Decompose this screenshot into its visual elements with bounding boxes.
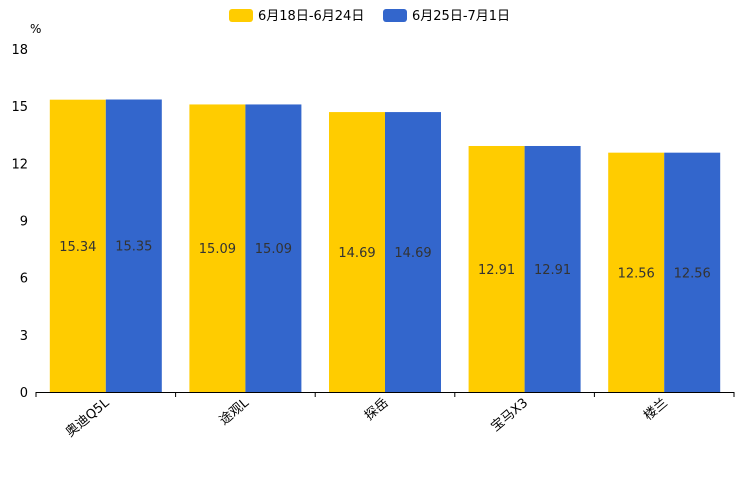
y-tick-label: 18 xyxy=(11,43,28,58)
bar-2-3 xyxy=(385,112,441,393)
bar-1-3 xyxy=(329,112,385,393)
data-label: 12.56 xyxy=(618,266,655,281)
data-label: 15.09 xyxy=(255,242,292,257)
bar-1-4 xyxy=(468,145,525,392)
bar-1-2 xyxy=(189,104,246,393)
bar-2-1 xyxy=(105,99,162,392)
y-tick-label: 0 xyxy=(20,386,28,401)
data-label: 15.09 xyxy=(199,242,236,257)
legend-label-2: 6月25日-7月1日 xyxy=(412,9,510,24)
data-label: 14.69 xyxy=(394,246,431,261)
x-category-label: 楼兰 xyxy=(641,396,671,424)
legend-label-1: 6月18日-6月24日 xyxy=(258,9,364,24)
legend: 6月18日-6月24日 6月25日-7月1日 xyxy=(229,9,510,24)
x-category-label: 途观L xyxy=(216,394,252,428)
x-category-label: 探岳 xyxy=(362,396,392,424)
legend-swatch-1 xyxy=(229,9,253,22)
data-label: 12.91 xyxy=(478,263,515,278)
bar-2-2 xyxy=(245,104,302,393)
data-label: 15.35 xyxy=(115,240,152,255)
x-category-label: 宝马X3 xyxy=(488,396,531,435)
y-axis: 0 3 6 9 12 15 18 xyxy=(11,43,28,401)
y-axis-unit-label: % xyxy=(30,22,41,36)
legend-swatch-2 xyxy=(383,9,407,22)
data-label: 12.91 xyxy=(534,263,571,278)
data-label: 14.69 xyxy=(338,246,375,261)
data-labels: 15.34 15.35 15.09 15.09 14.69 14.69 12.91 12.91… xyxy=(59,240,711,282)
x-category-label: 奥迪Q5L xyxy=(63,395,113,440)
bar-2-5 xyxy=(664,152,721,392)
bar-1-5 xyxy=(608,152,665,392)
bar-1-1 xyxy=(49,99,106,392)
x-axis: 奥迪Q5L 途观L 探岳 宝马X3 楼兰 xyxy=(35,392,735,440)
y-tick-label: 12 xyxy=(11,157,28,172)
y-tick-label: 3 xyxy=(20,329,28,344)
data-label: 15.34 xyxy=(59,240,96,255)
y-tick-label: 6 xyxy=(20,272,28,287)
data-label: 12.56 xyxy=(674,266,711,281)
bars xyxy=(49,99,721,393)
y-tick-label: 9 xyxy=(20,215,28,230)
y-tick-label: 15 xyxy=(11,100,28,115)
bar-2-4 xyxy=(524,145,581,392)
